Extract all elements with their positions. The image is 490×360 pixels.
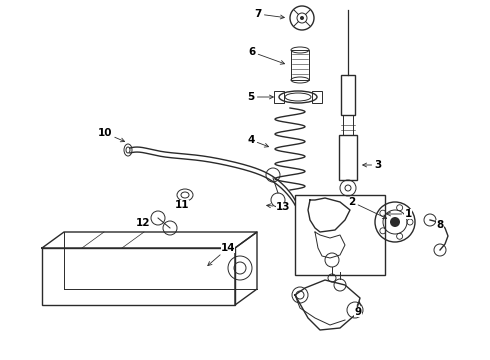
Text: 13: 13 — [267, 202, 290, 212]
Bar — [312, 91, 322, 103]
Bar — [274, 91, 284, 103]
Bar — [343, 115, 353, 135]
Bar — [42, 248, 235, 305]
Text: 14: 14 — [208, 243, 235, 266]
Text: 7: 7 — [254, 9, 284, 19]
Text: 2: 2 — [348, 197, 387, 219]
Circle shape — [300, 16, 304, 20]
Text: 3: 3 — [363, 160, 382, 170]
Text: 5: 5 — [247, 92, 273, 102]
Text: 8: 8 — [437, 220, 444, 230]
Bar — [295, 195, 385, 275]
Bar — [341, 75, 355, 115]
Bar — [339, 135, 357, 180]
Text: 1: 1 — [387, 209, 412, 219]
Text: 12: 12 — [136, 218, 150, 228]
Circle shape — [390, 217, 400, 227]
Text: 11: 11 — [175, 200, 189, 210]
Text: 9: 9 — [354, 302, 362, 317]
Text: 10: 10 — [98, 128, 124, 142]
Text: 4: 4 — [247, 135, 269, 147]
Text: 6: 6 — [248, 47, 285, 64]
Bar — [291, 50, 309, 80]
